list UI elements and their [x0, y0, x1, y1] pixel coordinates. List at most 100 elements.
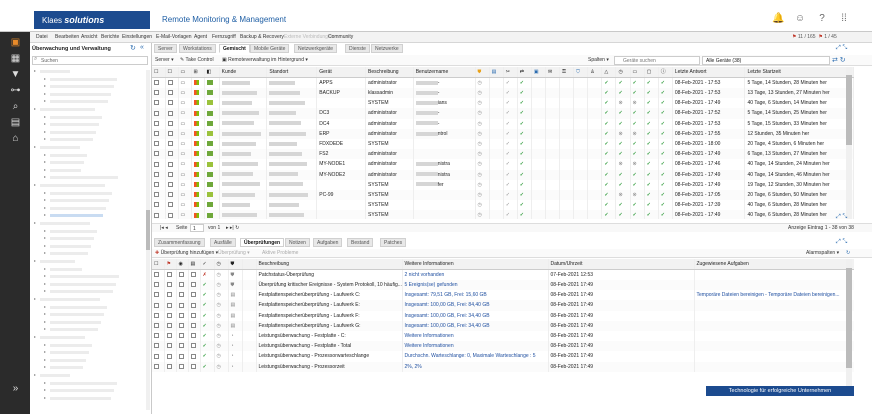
- tree-item[interactable]: [50, 320, 101, 324]
- take-control-button[interactable]: ✎ Take Control: [180, 57, 214, 63]
- tree-item[interactable]: [50, 328, 98, 332]
- check-flag[interactable]: [164, 330, 177, 342]
- sidebar-search-input[interactable]: Suchen: [32, 56, 148, 65]
- tree-expand-icon[interactable]: ▸: [44, 273, 47, 279]
- expand-icon[interactable]: »: [12, 383, 19, 394]
- menu-item-5[interactable]: E-Mail-Vorlagen: [156, 34, 192, 40]
- tree-item[interactable]: [50, 351, 89, 355]
- device-row[interactable]: ▭ DC4 administrator - ◷ ✓ ✓ ✓ ✓ ✓ ✓ ✓ 08-Feb-2021 -…: [152, 118, 854, 129]
- check-task-cell[interactable]: Temporäre Dateien bereinigen - Temporäre…: [694, 290, 854, 301]
- check-task-cell[interactable]: [694, 341, 854, 352]
- tree-item[interactable]: [40, 146, 80, 149]
- tab-0[interactable]: Server: [154, 44, 177, 53]
- tree-item[interactable]: [50, 85, 114, 89]
- col-beschreibung[interactable]: Beschreibung: [365, 67, 414, 78]
- row-checkbox[interactable]: [152, 128, 166, 139]
- tab-2[interactable]: Gemischt: [219, 44, 250, 53]
- device-row[interactable]: ▭ SYSTEM ◷ ✓ ✓ ✓ ✓ ✓ ✓ ✓ 08-Feb-2021 - 17:49 40 Ta…: [152, 210, 854, 219]
- pager-next-icon[interactable]: ▸ ▸| ↻: [226, 225, 240, 231]
- check-task-cell[interactable]: [694, 280, 854, 291]
- tree-expand-icon[interactable]: ▸: [44, 356, 47, 362]
- tree-item[interactable]: [40, 222, 90, 225]
- check-row[interactable]: ✗ ◷ ⛊ Patchstatus-Überprüfung 2 nicht vorhan…: [152, 269, 854, 280]
- tree-expand-icon[interactable]: ▸: [44, 189, 47, 195]
- tree-item[interactable]: [50, 252, 88, 256]
- tree-expand-icon[interactable]: ▸: [44, 364, 47, 370]
- check-info-cell[interactable]: Durchschn. Warteschlange: 0, Maximale Wa…: [402, 351, 549, 362]
- tree-item[interactable]: [50, 206, 106, 210]
- check-info-cell[interactable]: Insgesamt: 100,00 GB, Frei: 34,40 GB: [402, 310, 549, 321]
- check-info-cell[interactable]: Insgesamt: 79,51 GB, Frei: 15,60 GB: [402, 290, 549, 301]
- device-grid-scroll-thumb[interactable]: [846, 75, 852, 145]
- tree-expand-icon[interactable]: ▸: [44, 159, 47, 165]
- tree-item[interactable]: [50, 130, 96, 134]
- check-note[interactable]: [176, 320, 189, 331]
- row-flag[interactable]: [165, 108, 179, 119]
- check-info-cell[interactable]: Insgesamt: 100,00 GB, Frei: 84,40 GB: [402, 300, 549, 311]
- tree-expand-icon[interactable]: ▸: [44, 326, 47, 332]
- menu-item-6[interactable]: Agent: [194, 34, 208, 40]
- tree-expand-icon[interactable]: ▸: [44, 174, 47, 180]
- tree-expand-icon[interactable]: ▸: [44, 83, 47, 89]
- tree-icon[interactable]: ⊶: [10, 85, 21, 96]
- check-flag[interactable]: [164, 310, 177, 321]
- device-search-input[interactable]: Geräte suchen: [614, 56, 700, 65]
- check-flag[interactable]: [164, 269, 177, 280]
- collapse-icon[interactable]: «: [140, 44, 144, 51]
- select-header[interactable]: ☐: [152, 67, 166, 78]
- row-checkbox[interactable]: [152, 179, 166, 190]
- menu-item-3[interactable]: Berichte: [101, 34, 120, 40]
- tree-item[interactable]: [50, 343, 92, 347]
- user-icon[interactable]: ☺: [794, 13, 806, 24]
- tree-expand-icon[interactable]: ▸: [44, 280, 47, 286]
- device-filter-select[interactable]: Alle Geräte (38): [702, 56, 830, 65]
- check-row[interactable]: ✓ ◷ ▤ Festplattenspeicherüberprüfung - Lauf…: [152, 310, 854, 321]
- tree-expand-icon[interactable]: ▸: [44, 121, 47, 127]
- tree-item[interactable]: [50, 138, 93, 142]
- row-flag[interactable]: [165, 98, 179, 109]
- check-checkbox[interactable]: [152, 320, 165, 331]
- apps-grid-icon[interactable]: ⁞⁞: [841, 13, 847, 24]
- pager-page-input[interactable]: 1: [190, 224, 204, 232]
- tree-expand-icon[interactable]: ▸: [44, 113, 47, 119]
- detail-tab-1[interactable]: Ausfälle: [210, 238, 236, 247]
- check-extra[interactable]: [188, 351, 201, 362]
- device-row[interactable]: ▭ FDXDEDE SYSTEM ◷ ✓ ✓ ✓ ✓ ✓ ✓ ✓ 08-Feb-2021 - 18:…: [152, 138, 854, 150]
- tree-item[interactable]: [50, 199, 109, 203]
- menu-item-4[interactable]: Einstellungen: [122, 34, 153, 40]
- detail-tab-6[interactable]: Patches: [380, 238, 407, 247]
- check-row[interactable]: ✓ ◷ ▤ Festplattenspeicherüberprüfung - Lauf…: [152, 290, 854, 301]
- active-problems-toggle[interactable]: Aktive Probleme: [262, 250, 299, 256]
- row-checkbox[interactable]: [152, 149, 166, 160]
- tree-expand-icon[interactable]: ▸: [44, 387, 47, 393]
- tree-item[interactable]: [50, 275, 119, 279]
- col-letzte-antwort[interactable]: Letzte Antwort: [672, 67, 746, 78]
- tree-item[interactable]: [50, 191, 112, 195]
- tree-expand-icon[interactable]: ▸: [44, 235, 47, 241]
- row-checkbox[interactable]: [152, 159, 166, 170]
- remote-management-button[interactable]: ▣ Remoteverwaltung im Hintergrund ▾: [222, 57, 308, 63]
- tree-item[interactable]: [50, 100, 108, 104]
- tree-expand-icon[interactable]: ▸: [44, 288, 47, 294]
- tree-expand-icon[interactable]: ▸: [44, 166, 47, 172]
- bell-icon[interactable]: 🔔: [772, 13, 785, 24]
- tree-item[interactable]: [50, 396, 111, 400]
- menu-item-8[interactable]: Backup & Recovery: [240, 34, 284, 40]
- row-flag[interactable]: [165, 189, 179, 201]
- tree-expand-icon[interactable]: ▸: [44, 265, 47, 271]
- row-flag[interactable]: [165, 88, 179, 99]
- tree-expand-icon[interactable]: ▸: [34, 68, 37, 73]
- tree-expand-icon[interactable]: ▸: [44, 75, 47, 81]
- col-check-aufgaben[interactable]: Zugewiesene Aufgaben: [694, 259, 854, 270]
- tree-expand-icon[interactable]: ▸: [44, 250, 47, 256]
- check-task-cell[interactable]: [694, 320, 854, 331]
- sidebar-scroll-thumb[interactable]: [146, 210, 150, 250]
- tree-expand-icon[interactable]: ▸: [44, 204, 47, 210]
- tree-item[interactable]: [40, 336, 85, 339]
- tree-item[interactable]: [50, 358, 86, 362]
- menu-item-10[interactable]: Community: [328, 34, 354, 40]
- check-note[interactable]: [176, 341, 189, 352]
- check-task-cell[interactable]: [694, 351, 854, 362]
- tree-expand-icon[interactable]: ▸: [44, 212, 47, 218]
- check-info-cell[interactable]: 5 Ereignis(se) gefunden: [402, 280, 549, 291]
